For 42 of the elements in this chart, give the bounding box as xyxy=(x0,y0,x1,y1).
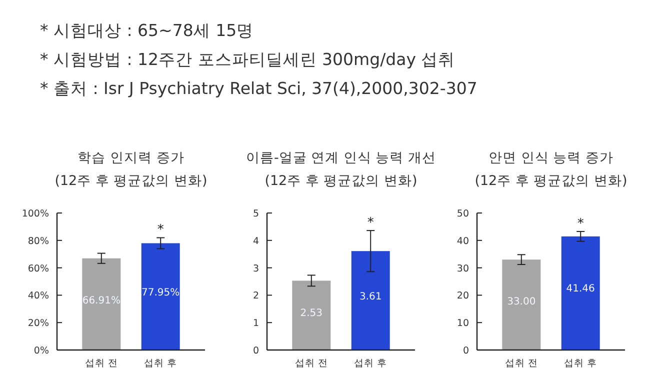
text: * 시험대상 : 65~78세 15명 xyxy=(40,21,254,40)
y-tick-label: 4 xyxy=(252,236,259,247)
y-tick-label: 40% xyxy=(28,290,49,302)
y-tick-label: 0 xyxy=(462,346,469,356)
x-tick-label: 섭취 전 xyxy=(84,358,118,369)
x-tick-label: 섭취 후 xyxy=(354,358,388,369)
text: * 시험방법 : 12주간 포스파티딜세린 300mg/day 섭취 xyxy=(40,50,456,69)
chart-title: 학습 인지력 증가 xyxy=(78,150,184,166)
y-tick-label: 20% xyxy=(28,318,49,330)
y-tick-label: 50 xyxy=(456,208,469,220)
chart-subtitle: (12주 후 평균값의 변화) xyxy=(474,173,628,189)
y-tick-label: 20 xyxy=(456,290,469,302)
y-tick-label: 10 xyxy=(456,318,469,330)
y-tick-label: 0 xyxy=(252,346,259,356)
y-tick-label: 0% xyxy=(34,346,49,356)
data-label: 41.46 xyxy=(566,284,595,295)
y-tick-label: 2 xyxy=(252,290,259,302)
x-tick-label: 섭취 후 xyxy=(144,358,178,369)
y-tick-label: 1 xyxy=(252,318,259,330)
annotation: * xyxy=(367,216,374,231)
text: * 출처 : Isr J Psychiatry Relat Sci, 37(4),2000,302-307 xyxy=(40,79,478,98)
y-tick-label: 100% xyxy=(22,208,49,220)
y-tick-label: 5 xyxy=(252,208,259,220)
chart-subtitle: (12주 후 평균값의 변화) xyxy=(264,173,418,189)
annotation: * xyxy=(157,222,164,238)
chart-title: 이름-얼굴 연계 인식 능력 개선 xyxy=(246,150,436,166)
y-tick-label: 60% xyxy=(28,263,49,274)
chart-title: 안면 인식 능력 증가 xyxy=(488,150,614,166)
y-tick-label: 80% xyxy=(28,236,49,247)
x-tick-label: 섭취 후 xyxy=(564,358,598,369)
data-label: 2.53 xyxy=(300,308,323,319)
x-tick-label: 섭취 전 xyxy=(294,358,328,369)
y-tick-label: 30 xyxy=(456,263,469,274)
data-label: 77.95% xyxy=(142,287,180,298)
data-label: 66.91% xyxy=(82,296,120,307)
data-label: 3.61 xyxy=(359,292,382,303)
x-tick-label: 섭취 전 xyxy=(504,358,538,369)
y-tick-label: 3 xyxy=(252,263,259,274)
annotation: * xyxy=(577,216,584,232)
chart-subtitle: (12주 후 평균값의 변화) xyxy=(54,173,208,189)
y-tick-label: 40 xyxy=(456,236,469,247)
data-label: 33.00 xyxy=(507,296,536,308)
